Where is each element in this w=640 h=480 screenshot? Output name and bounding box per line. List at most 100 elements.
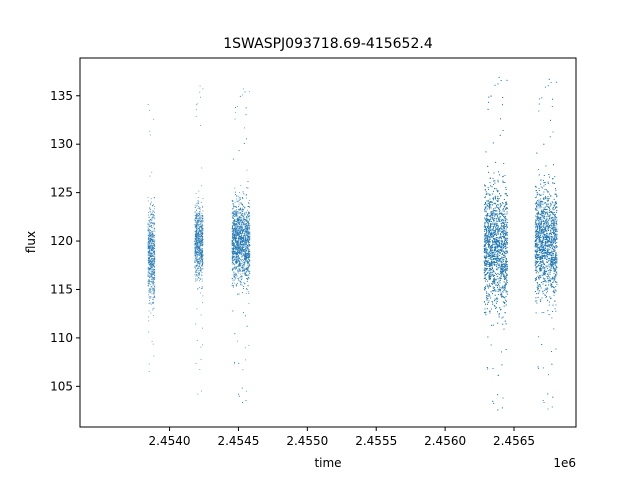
data-point [150, 226, 152, 227]
data-point [153, 272, 155, 274]
data-point [154, 241, 156, 243]
data-point [234, 194, 236, 196]
data-point [239, 226, 241, 228]
data-point [194, 258, 196, 260]
data-point [150, 201, 152, 203]
data-point [200, 225, 202, 227]
data-point [237, 247, 239, 249]
data-point [239, 241, 241, 243]
data-point [236, 206, 238, 208]
data-point [232, 259, 234, 261]
data-point [238, 226, 240, 228]
data-point [196, 219, 198, 221]
data-point [153, 264, 155, 266]
data-point [150, 219, 152, 221]
data-point [150, 275, 152, 277]
data-point [195, 248, 196, 249]
data-point [240, 228, 242, 230]
data-point [199, 220, 201, 222]
data-point [151, 233, 153, 235]
data-point [233, 213, 235, 215]
data-point [200, 124, 202, 126]
data-point [147, 244, 149, 246]
data-point [249, 219, 250, 221]
data-point [236, 258, 238, 260]
data-point [235, 224, 237, 225]
data-point [231, 230, 233, 232]
data-point [241, 215, 243, 217]
data-point [249, 239, 251, 241]
data-point [237, 266, 239, 268]
data-point [202, 224, 203, 226]
data-point [236, 241, 238, 243]
data-point [152, 260, 154, 262]
data-point [248, 235, 250, 237]
data-point [150, 214, 152, 216]
data-point [232, 252, 233, 254]
data-point [201, 233, 202, 235]
data-point [248, 222, 250, 224]
data-point [243, 249, 245, 251]
data-point [148, 240, 150, 242]
data-point [242, 259, 243, 261]
data-point [234, 267, 236, 269]
data-point [236, 247, 237, 249]
data-point [202, 248, 204, 250]
data-point [247, 269, 249, 271]
data-point [201, 253, 203, 255]
data-point [233, 256, 235, 257]
data-point [241, 204, 243, 206]
data-point [247, 268, 249, 270]
data-point [153, 211, 155, 212]
data-point [151, 171, 153, 173]
data-point [239, 269, 241, 271]
data-point [154, 256, 156, 258]
data-point [201, 219, 203, 221]
data-point [247, 233, 249, 234]
data-point [239, 268, 241, 270]
data-point [237, 249, 239, 251]
data-point [149, 219, 151, 221]
data-point [247, 232, 248, 234]
data-point [233, 246, 235, 248]
data-point [234, 253, 236, 254]
data-point [232, 255, 234, 257]
data-point [149, 296, 151, 298]
data-point [148, 234, 150, 236]
data-point [200, 264, 202, 266]
data-point [149, 262, 151, 263]
data-point [202, 241, 204, 243]
data-point [235, 246, 236, 248]
data-point [243, 239, 245, 241]
data-point [202, 261, 204, 263]
data-point [236, 230, 238, 232]
data-point [154, 288, 155, 290]
data-point [201, 235, 203, 237]
data-point [238, 209, 240, 211]
data-point [148, 320, 150, 322]
data-point [232, 227, 233, 229]
data-point [236, 106, 238, 107]
data-point [198, 253, 200, 254]
data-point [195, 256, 197, 258]
data-point [148, 288, 150, 290]
data-point [151, 222, 153, 224]
data-point [153, 293, 155, 295]
data-point [201, 250, 203, 252]
data-point [148, 216, 150, 218]
data-point [152, 262, 153, 264]
data-point [201, 271, 203, 273]
data-point [150, 303, 152, 305]
data-point [152, 278, 154, 279]
data-point [150, 261, 152, 262]
data-point [244, 241, 246, 243]
data-point [149, 202, 151, 204]
data-point [152, 254, 154, 256]
data-point [236, 244, 238, 245]
data-point [246, 245, 248, 246]
data-point [149, 257, 151, 259]
data-point [149, 275, 151, 277]
data-point [235, 254, 237, 256]
data-point [150, 237, 151, 239]
data-point [234, 274, 236, 276]
